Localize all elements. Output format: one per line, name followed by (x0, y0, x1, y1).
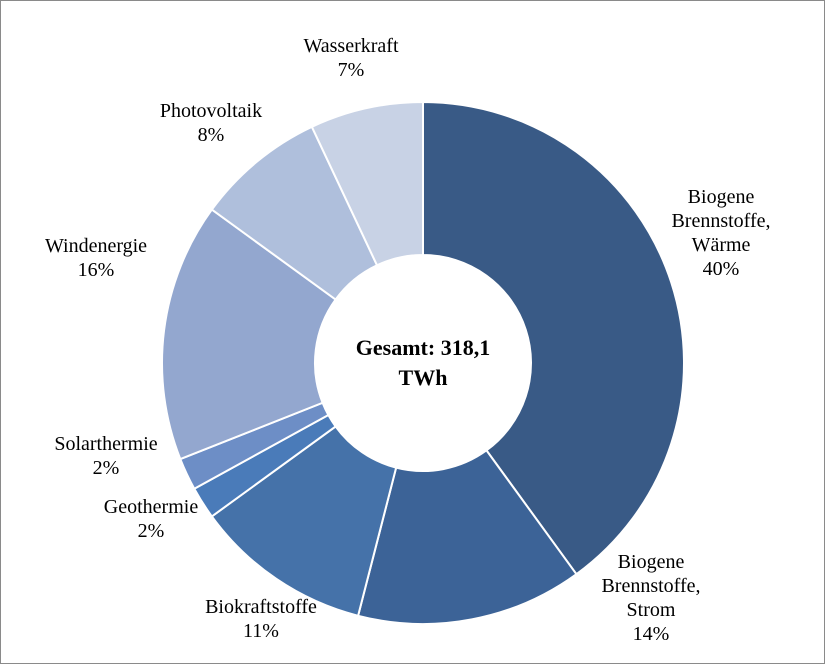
category-label: Biokraftstoffe (205, 596, 317, 618)
center-label: Gesamt: 318,1 TWh (355, 335, 491, 390)
slice-label: Photovoltaik 8% (111, 99, 311, 147)
slice-label: Solarthermie 2% (6, 432, 206, 480)
category-label: Photovoltaik (159, 100, 263, 122)
value-label: 16% (77, 259, 115, 281)
category-label: Geothermie (103, 496, 199, 518)
slice-label: Biogene Brennstoffe, Strom 14% (586, 550, 716, 646)
slice-label: Wasserkraft 7% (251, 34, 451, 82)
slice (310, 100, 424, 267)
slice-label: Windenergie 16% (1, 234, 196, 282)
value-label: 2% (92, 457, 120, 479)
category-label: Biogene Brennstoffe, Strom (601, 551, 701, 621)
value-label: 7% (337, 59, 365, 81)
value-label: 2% (137, 520, 165, 542)
slice (356, 448, 578, 625)
value-label: 14% (632, 623, 670, 645)
value-label: 11% (243, 620, 279, 642)
value-label: 8% (197, 124, 225, 146)
slice-label: Biokraftstoffe 11% (161, 595, 361, 643)
slice-label: Biogene Brennstoffe, Wärme 40% (656, 185, 786, 281)
slice (161, 208, 338, 461)
category-label: Wasserkraft (303, 35, 399, 57)
slice-label: Geothermie 2% (51, 495, 251, 543)
slice (210, 425, 398, 618)
value-label: 40% (702, 258, 740, 280)
category-label: Windenergie (44, 235, 148, 257)
category-label: Solarthermie (54, 433, 158, 455)
slice (422, 100, 685, 576)
category-label: Biogene Brennstoffe, Wärme (671, 186, 771, 256)
